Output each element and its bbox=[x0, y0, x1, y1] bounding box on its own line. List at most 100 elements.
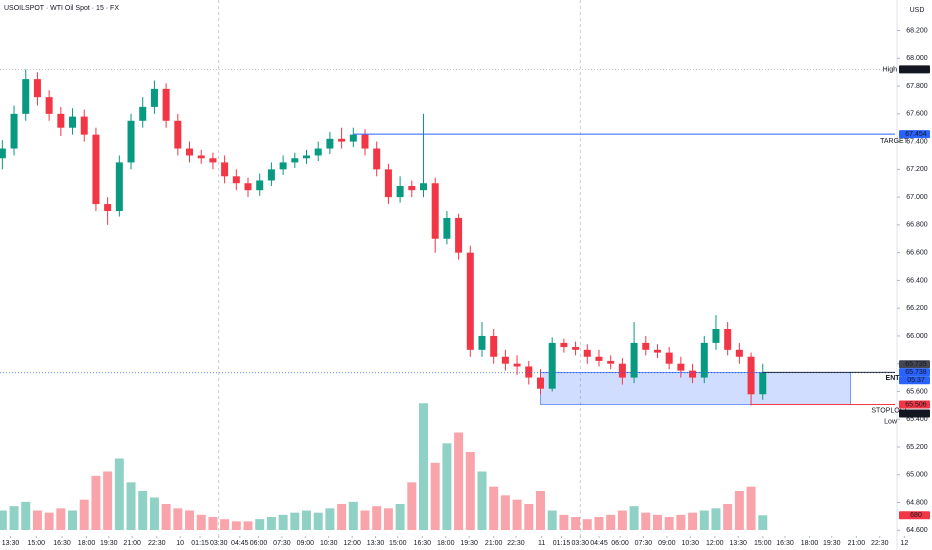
y-tick-label: 65.400 bbox=[906, 416, 928, 423]
entry-label: ENTRY bbox=[886, 375, 910, 382]
x-tick-label: 13:30 bbox=[2, 540, 20, 547]
candle-body bbox=[303, 155, 311, 159]
candle-body bbox=[361, 134, 369, 149]
volume-bar bbox=[407, 482, 417, 530]
candle-body bbox=[525, 366, 533, 378]
volume-bar bbox=[442, 443, 452, 530]
candle-body bbox=[326, 138, 334, 149]
candle-body bbox=[279, 162, 287, 170]
x-tick-label: 07:30 bbox=[273, 540, 291, 547]
volume-bar bbox=[44, 512, 54, 530]
volume-bar bbox=[477, 471, 487, 530]
volume-bar bbox=[290, 512, 300, 530]
x-tick-label: 07:30 bbox=[635, 540, 653, 547]
x-tick-label: 21:00 bbox=[485, 540, 503, 547]
candle-body bbox=[513, 363, 521, 367]
volume-bar bbox=[360, 510, 370, 530]
candle-body bbox=[139, 106, 147, 121]
x-tick-label: 16:30 bbox=[414, 540, 432, 547]
x-tick-label: 04:45 bbox=[590, 540, 608, 547]
candle-body bbox=[209, 158, 217, 163]
volume-bar bbox=[185, 510, 195, 530]
x-tick-label: 15:00 bbox=[754, 540, 772, 547]
candle-body bbox=[256, 180, 264, 191]
volume-bar bbox=[313, 512, 323, 530]
volume-bar bbox=[746, 486, 756, 530]
candle-body bbox=[162, 88, 170, 121]
x-tick-label: 10:30 bbox=[681, 540, 699, 547]
volume-bar bbox=[489, 486, 499, 530]
volume-bar bbox=[711, 508, 721, 530]
candle-body bbox=[33, 79, 41, 98]
x-tick-label: 18:00 bbox=[801, 540, 819, 547]
target-tag: 67.454 bbox=[905, 131, 927, 138]
volume-bar bbox=[676, 514, 686, 530]
candle-body bbox=[595, 356, 603, 361]
countdown-tag-bg bbox=[899, 376, 930, 385]
candle-body bbox=[80, 116, 88, 135]
x-tick-label: 03:30 bbox=[210, 540, 228, 547]
volume-tag-bg bbox=[899, 511, 930, 520]
entry-tag: 65.738 bbox=[905, 369, 927, 376]
volume-bar bbox=[302, 510, 312, 530]
candle-body bbox=[583, 349, 591, 357]
x-tick-label: 21:00 bbox=[123, 540, 141, 547]
y-tick-label: 66.600 bbox=[906, 249, 928, 256]
volume-bar bbox=[582, 519, 592, 530]
volume-bar bbox=[723, 504, 733, 530]
high-tag: 67.920 bbox=[905, 66, 927, 73]
candle-body bbox=[408, 186, 416, 191]
candle-body bbox=[747, 356, 755, 395]
volume-bar bbox=[68, 510, 78, 530]
last-price-tag: 65.735 bbox=[905, 361, 927, 368]
volume-bar bbox=[325, 508, 335, 530]
candle-body bbox=[150, 88, 158, 107]
volume-bar bbox=[500, 495, 510, 530]
x-tick-label: 19:30 bbox=[460, 540, 478, 547]
volume-bar bbox=[208, 517, 218, 530]
x-tick-label: 12:00 bbox=[343, 540, 361, 547]
candle-body bbox=[700, 342, 708, 378]
volume-bar bbox=[664, 517, 674, 530]
x-tick-label: 19:30 bbox=[100, 540, 118, 547]
low-tag-bg bbox=[899, 409, 930, 418]
volume-bar bbox=[337, 504, 347, 530]
volume-bar bbox=[524, 504, 534, 530]
candle-body bbox=[501, 356, 509, 364]
volume-bar bbox=[641, 512, 651, 530]
candle-body bbox=[689, 370, 697, 378]
candle-body bbox=[536, 377, 544, 389]
x-tick-label: 01:15 bbox=[191, 540, 209, 547]
volume-bar bbox=[606, 514, 616, 530]
x-tick-label: 06:00 bbox=[250, 540, 268, 547]
stop-tag: 65.506 bbox=[905, 401, 927, 408]
volume-bar bbox=[114, 458, 124, 530]
volume-bar bbox=[688, 512, 698, 530]
x-tick-label: 03:30 bbox=[571, 540, 589, 547]
volume-tag: 680 bbox=[910, 512, 922, 519]
x-tick-label: 12:00 bbox=[706, 540, 724, 547]
volume-bar bbox=[418, 403, 428, 530]
candle-body bbox=[478, 335, 486, 350]
x-tick-label: 15:00 bbox=[28, 540, 46, 547]
candle-body bbox=[115, 162, 123, 212]
x-tick-label: 13:30 bbox=[729, 540, 747, 547]
candle-body bbox=[244, 183, 252, 191]
volume-bar bbox=[594, 517, 604, 530]
candle-body bbox=[712, 328, 720, 343]
chart-title: USOILSPOT · WTI Oil Spot · 15 · FX bbox=[4, 5, 119, 12]
stop-tag-bg bbox=[899, 400, 930, 409]
candle-body bbox=[665, 352, 673, 364]
candle-body bbox=[69, 116, 77, 128]
volume-bar bbox=[149, 497, 159, 530]
candle-body bbox=[127, 120, 135, 163]
volume-bar bbox=[652, 514, 662, 530]
y-tick-label: 65.600 bbox=[906, 388, 928, 395]
candle-body bbox=[104, 204, 112, 212]
y-tick-label: 67.200 bbox=[906, 166, 928, 173]
volume-bar bbox=[0, 510, 7, 530]
x-tick-label: 16:30 bbox=[53, 540, 71, 547]
x-tick-label: 19:30 bbox=[823, 540, 841, 547]
candle-body bbox=[490, 335, 498, 357]
currency: USD bbox=[910, 7, 925, 14]
